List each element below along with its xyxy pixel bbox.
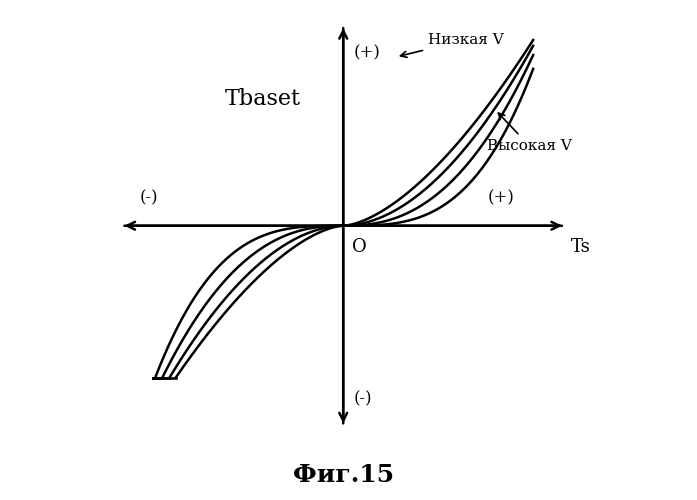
Text: (+): (+): [488, 190, 515, 206]
Text: Высокая V: Высокая V: [487, 113, 572, 152]
Text: O: O: [352, 238, 367, 256]
Text: Фиг.15: Фиг.15: [293, 462, 394, 486]
Text: Tbaset: Tbaset: [225, 88, 301, 110]
Text: Ts: Ts: [571, 238, 591, 256]
Text: (-): (-): [354, 390, 372, 407]
Text: (+): (+): [354, 44, 381, 61]
Text: Низкая V: Низкая V: [401, 33, 503, 58]
Text: (-): (-): [140, 190, 158, 206]
